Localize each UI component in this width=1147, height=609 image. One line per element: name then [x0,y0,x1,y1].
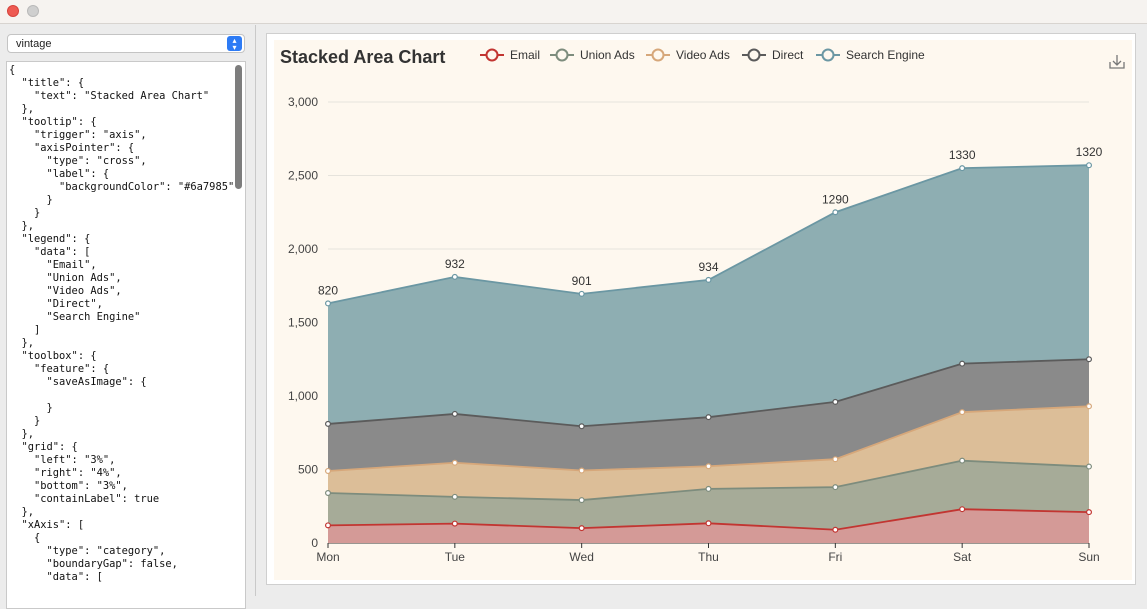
area-union-ads [328,460,1089,530]
data-point[interactable] [959,360,966,367]
data-label: 1320 [1076,145,1103,159]
data-point[interactable] [578,525,585,532]
select-chevron-icon: ▴ ▾ [227,36,242,52]
y-tick-label: 2,000 [288,242,318,256]
x-tick-label: Fri [828,550,842,564]
legend-item-search-engine[interactable]: Search Engine [816,48,925,62]
code-text: { "title": { "text": "Stacked Area Chart… [9,64,235,583]
data-point[interactable] [578,467,585,474]
theme-select[interactable]: vintage ▴ ▾ [7,34,245,53]
data-labels: 820 932 901 934 1290 1330 1320 [318,145,1103,297]
data-point[interactable] [451,273,458,280]
area-search-engine [328,165,1089,427]
area-series [328,165,1089,543]
legend-marker [651,48,665,62]
data-point[interactable] [451,410,458,417]
data-point[interactable] [451,520,458,527]
data-point[interactable] [832,398,839,405]
legend-marker [821,48,835,62]
save-as-image-icon[interactable] [1109,55,1125,69]
x-tick-label: Sun [1078,550,1099,564]
legend-marker [555,48,569,62]
data-points [324,162,1092,533]
chart-frame: Stacked Area Chart Email Union Ads Video A… [266,33,1136,585]
x-tick-label: Mon [316,550,339,564]
data-point[interactable] [1085,162,1092,169]
data-point[interactable] [705,463,712,470]
data-point[interactable] [1085,403,1092,410]
data-point[interactable] [324,467,331,474]
data-point[interactable] [705,485,712,492]
data-point[interactable] [832,209,839,216]
x-tick-label: Wed [569,550,593,564]
data-point[interactable] [451,459,458,466]
data-label: 1290 [822,192,849,206]
legend-marker [485,48,499,62]
data-label: 1330 [949,148,976,162]
minimize-window-button[interactable] [27,5,39,17]
x-axis-labels: Mon Tue Wed Thu Fri Sat Sun [316,543,1100,564]
preview-pane: Stacked Area Chart Email Union Ads Video A… [257,25,1147,596]
data-point[interactable] [578,423,585,430]
data-point[interactable] [832,456,839,463]
data-label: 932 [445,257,465,271]
area-direct [328,359,1089,471]
data-point[interactable] [1085,463,1092,470]
legend-item-union-ads[interactable]: Union Ads [550,48,635,62]
legend-label: Union Ads [580,48,635,62]
data-point[interactable] [324,522,331,529]
data-point[interactable] [705,520,712,527]
data-point[interactable] [578,497,585,504]
data-point[interactable] [324,490,331,497]
data-point[interactable] [832,526,839,533]
title-bar [0,0,1147,24]
data-point[interactable] [451,493,458,500]
y-axis-labels: 0 500 1,000 1,500 2,000 2,500 3,000 [288,95,318,550]
legend-item-email[interactable]: Email [480,48,540,62]
data-point[interactable] [959,457,966,464]
chart-background: Stacked Area Chart Email Union Ads Video A… [274,40,1132,580]
legend-label: Direct [772,48,804,62]
editor-scrollbar[interactable] [235,65,242,189]
editor-pane: vintage ▴ ▾ { "title": { "text": "Stacked… [0,25,256,609]
data-label: 901 [572,274,592,288]
data-point[interactable] [959,409,966,416]
x-tick-label: Tue [445,550,466,564]
data-point[interactable] [324,300,331,307]
data-label: 934 [698,260,718,274]
data-label: 820 [318,283,338,297]
legend-item-direct[interactable]: Direct [742,48,804,62]
stacked-area-chart: Stacked Area Chart Email Union Ads Video A… [280,47,1125,564]
legend-label: Search Engine [846,48,925,62]
data-point[interactable] [832,484,839,491]
legend-item-video-ads[interactable]: Video Ads [646,48,730,62]
y-tick-label: 0 [311,536,318,550]
theme-select-value: vintage [16,38,52,50]
legend-label: Email [510,48,540,62]
data-point[interactable] [1085,356,1092,363]
legend: Email Union Ads Video Ads Direct Search Engi… [480,48,925,62]
close-window-button[interactable] [7,5,19,17]
y-tick-label: 2,500 [288,169,318,183]
y-tick-label: 1,000 [288,389,318,403]
code-editor[interactable]: { "title": { "text": "Stacked Area Chart… [6,61,246,609]
data-point[interactable] [705,414,712,421]
data-point[interactable] [1085,509,1092,516]
data-point[interactable] [705,276,712,283]
data-point[interactable] [959,165,966,172]
y-tick-label: 3,000 [288,95,318,109]
area-video-ads [328,406,1089,501]
legend-label: Video Ads [676,48,730,62]
chart-title: Stacked Area Chart [280,47,445,67]
data-point[interactable] [324,420,331,427]
legend-marker [747,48,761,62]
y-tick-label: 1,500 [288,316,318,330]
data-point[interactable] [959,506,966,513]
x-tick-label: Thu [698,550,719,564]
y-tick-label: 500 [298,463,318,477]
data-point[interactable] [578,290,585,297]
x-tick-label: Sat [953,550,972,564]
